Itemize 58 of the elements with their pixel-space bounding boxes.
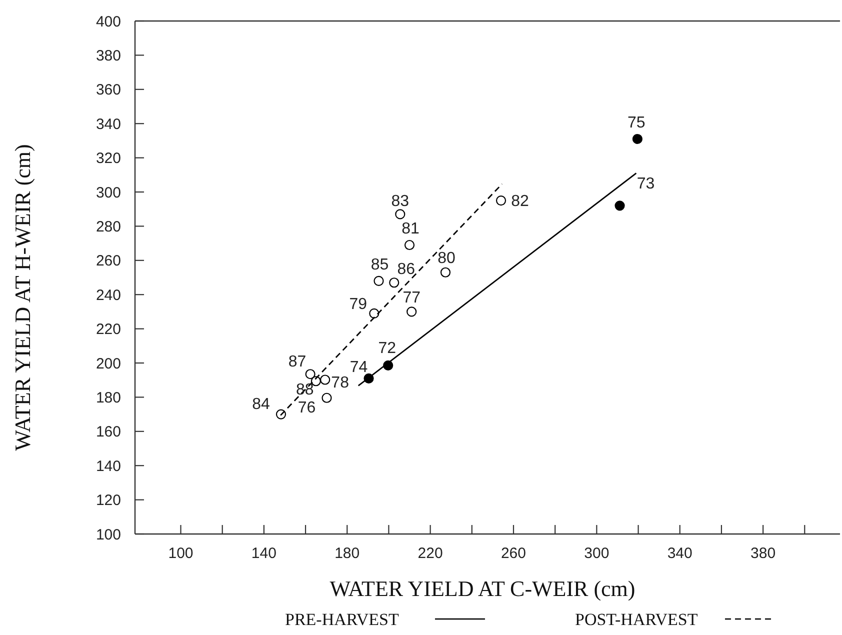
point (404, 240, 415, 250)
annotation: 86 (397, 261, 416, 278)
point (389, 278, 400, 288)
annotation: 80 (438, 250, 456, 267)
x-tick-label: 100 (168, 545, 194, 562)
y-tick-label: 260 (96, 252, 121, 270)
annotation: 88 (296, 382, 314, 399)
annotation: 74 (350, 358, 368, 376)
point (322, 392, 332, 403)
x-tick-label: 380 (750, 545, 776, 562)
point (320, 374, 330, 385)
y-tick-label: 160 (96, 424, 121, 441)
point (369, 308, 380, 318)
y-tick-label: 100 (96, 526, 121, 544)
x-tick-label: 180 (334, 545, 360, 562)
x-tick-label: 220 (418, 545, 443, 562)
y-tick-label: 280 (96, 218, 121, 236)
point (440, 267, 451, 278)
annotation: 81 (402, 220, 420, 238)
x-tick-label: 340 (667, 545, 692, 562)
x-axis-title: WATER YIELD AT C-WEIR (cm) (330, 576, 636, 601)
y-tick-label: 120 (96, 492, 121, 510)
x-tick-label: 300 (584, 545, 610, 562)
point (305, 369, 316, 380)
legend-label: POST-HARVEST (575, 610, 698, 629)
point (496, 196, 506, 206)
y-tick-label: 140 (96, 458, 121, 475)
y-tick-label: 220 (96, 321, 121, 338)
point (614, 200, 625, 211)
y-tick-label: 240 (96, 286, 121, 304)
y-tick-label: 320 (96, 150, 121, 168)
annotation: 77 (402, 289, 421, 306)
annotation: 85 (370, 256, 389, 274)
point (395, 209, 406, 220)
y-tick-label: 300 (96, 184, 121, 202)
legend-label: PRE-HARVEST (285, 610, 400, 629)
y-tick-label: 340 (96, 116, 121, 133)
annotation: 72 (378, 340, 396, 357)
annotation: 87 (288, 354, 306, 371)
y-axis-title: WATER YIELD AT H-WEIR (cm) (10, 144, 35, 451)
point (374, 276, 384, 286)
y-tick-label: 400 (96, 13, 121, 30)
annotation: 76 (298, 399, 316, 416)
y-tick-label: 200 (96, 355, 121, 372)
annotation: 78 (331, 374, 350, 392)
annotation: 83 (391, 192, 410, 210)
x-tick-label: 260 (500, 545, 526, 562)
annotation: 73 (636, 175, 655, 192)
annotation: 75 (628, 114, 646, 132)
x-tick-label: 140 (251, 545, 276, 562)
point (406, 306, 417, 317)
annotation: 79 (349, 296, 368, 314)
y-tick-label: 380 (96, 47, 121, 64)
point (632, 134, 642, 144)
y-tick-label: 180 (96, 389, 121, 406)
y-tick-label: 360 (96, 82, 121, 99)
annotation: 84 (252, 396, 270, 413)
annotation: 82 (511, 193, 530, 210)
